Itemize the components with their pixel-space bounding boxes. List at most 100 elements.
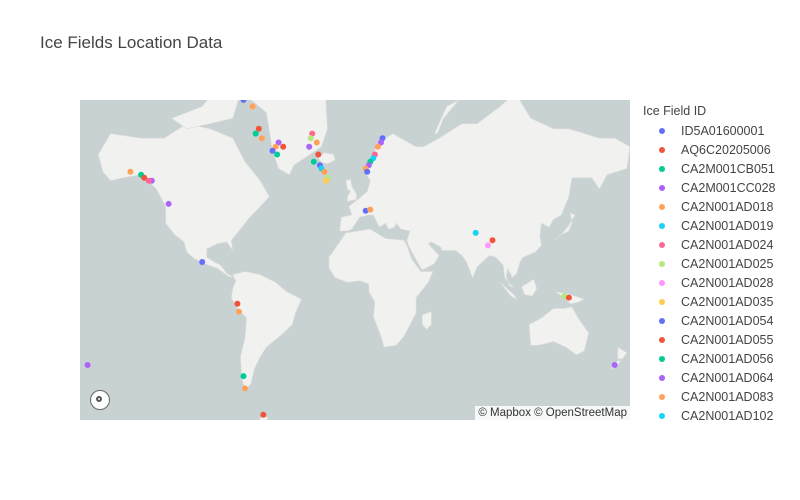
map-point[interactable] [472,229,479,236]
data-points [84,100,618,418]
legend-marker-icon [659,241,665,248]
map-point[interactable] [310,158,317,165]
land-shape [171,100,239,130]
legend-item[interactable]: CA2N001AD018 [643,197,776,216]
map-point[interactable] [484,242,491,249]
chart-title: Ice Fields Location Data [40,33,223,52]
map-point[interactable] [240,100,247,103]
map-point[interactable] [275,139,282,146]
legend-label: CA2N001AD055 [681,332,774,347]
legend-item[interactable]: CA2N001AD025 [643,254,776,273]
land-shape [499,282,518,300]
legend-marker-icon [659,298,665,305]
land-shape [521,278,538,297]
legend-label: ID5A01600001 [681,123,765,138]
map-point[interactable] [255,125,262,132]
map-attribution[interactable]: © Mapbox © OpenStreetMap [475,406,630,420]
legend: Ice Field ID ID5A01600001 AQ6C20205006 CA2… [643,104,776,425]
legend-item[interactable]: CA2M001CC028 [643,178,776,197]
land-shape [230,271,302,392]
legend-marker-icon [659,336,665,343]
legend-marker-icon [659,393,665,400]
map-point[interactable] [367,206,374,213]
legend-item[interactable]: CA2N001AD019 [643,216,776,235]
legend-item[interactable]: CA2N001AD083 [643,387,776,406]
legend-item[interactable]: CA2N001AD055 [643,330,776,349]
map-point[interactable] [362,207,369,214]
map-point[interactable] [260,411,267,418]
legend-item[interactable]: CA2N001AD064 [643,368,776,387]
legend-label: CA2N001AD054 [681,313,774,328]
map-point[interactable] [258,135,265,142]
map-point[interactable] [141,174,148,181]
map-point[interactable] [199,259,206,265]
legend-item[interactable]: AQ6C20205006 [643,140,776,159]
legend-item[interactable]: CA2N001AD024 [643,235,776,254]
map-canvas[interactable] [80,100,630,420]
map-point[interactable] [561,293,568,300]
legend-marker-icon [659,317,665,324]
legend-label: CA2N001AD019 [681,218,774,233]
land-shape [328,228,434,348]
legend-item[interactable]: CA2N001AD035 [643,292,776,311]
legend-label: CA2M001CB051 [681,161,775,176]
legend-marker-icon [659,146,665,153]
map-view[interactable]: © Mapbox © OpenStreetMap [80,100,630,420]
legend-marker-icon [659,127,665,134]
legend-item[interactable]: CA2N001AD056 [643,349,776,368]
map-point[interactable] [489,237,496,244]
legend-label: CA2M001CC028 [681,180,776,195]
legend-item[interactable]: CA2N001AD054 [643,311,776,330]
map-point[interactable] [127,168,134,175]
map-point[interactable] [252,130,259,137]
legend-items: ID5A01600001 AQ6C20205006 CA2M001CB051 CA2M… [643,121,776,425]
land-shape [553,212,576,241]
legend-item[interactable]: CA2M001CB051 [643,159,776,178]
legend-label: CA2N001AD056 [681,351,774,366]
map-point[interactable] [306,143,313,150]
map-point[interactable] [364,168,371,175]
legend-marker-icon [659,260,665,267]
map-point[interactable] [313,139,320,146]
map-point[interactable] [249,103,256,110]
land-shape [421,311,432,330]
map-point[interactable] [84,362,91,368]
map-point[interactable] [274,151,281,158]
land-shape [433,100,460,134]
map-point[interactable] [565,294,572,301]
map-point[interactable] [611,362,618,368]
mapbox-logo-icon[interactable] [90,390,110,410]
legend-marker-icon [659,279,665,286]
map-point[interactable] [269,147,276,154]
map-point[interactable] [165,200,172,207]
land-shape [528,306,590,356]
legend-item[interactable]: CA2N001AD028 [643,273,776,292]
legend-marker-icon [659,203,665,210]
map-point[interactable] [378,139,384,146]
map-point[interactable] [323,177,329,184]
legend-marker-icon [659,222,665,229]
legend-item[interactable]: CA2N001AD102 [643,406,776,425]
map-point[interactable] [234,300,241,307]
legend-label: CA2N001AD024 [681,237,774,252]
map-point[interactable] [235,308,242,315]
legend-label: AQ6C20205006 [681,142,771,157]
map-point[interactable] [309,130,316,137]
legend-item[interactable]: ID5A01600001 [643,121,776,140]
legend-title: Ice Field ID [643,104,707,118]
map-point[interactable] [145,177,152,184]
legend-label: CA2N001AD064 [681,370,774,385]
map-point[interactable] [240,373,247,380]
land-shape [617,346,628,360]
map-point[interactable] [374,143,381,150]
map-point[interactable] [307,135,314,142]
map-point[interactable] [242,385,248,392]
legend-marker-icon [659,412,665,419]
map-point[interactable] [280,143,287,150]
legend-marker-icon [659,165,665,172]
land-shape [97,123,270,278]
map-point[interactable] [315,151,322,158]
map-point[interactable] [321,168,328,175]
legend-label: CA2N001AD102 [681,408,774,423]
legend-label: CA2N001AD083 [681,389,774,404]
